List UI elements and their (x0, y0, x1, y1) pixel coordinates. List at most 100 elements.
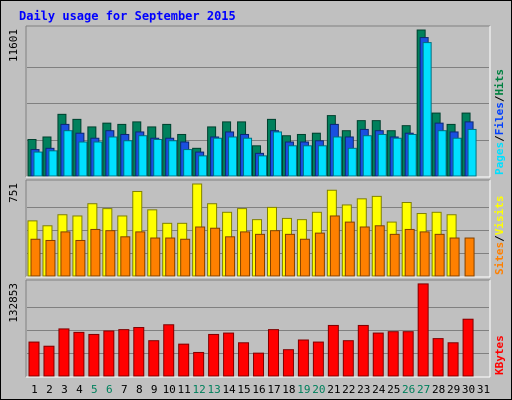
bar-kbytes-day-8 (133, 327, 145, 377)
legend-separator: / (493, 95, 506, 102)
chart-title: Daily usage for September 2015 (19, 9, 236, 23)
x-tick-label-day-10: 10 (163, 383, 176, 396)
legend-item-sites: Sites (493, 242, 506, 275)
bar-sites-day-4 (75, 239, 86, 277)
bar-pages-day-29 (452, 137, 462, 177)
x-tick-label-day-9: 9 (151, 383, 158, 396)
x-tick-label-day-7: 7 (121, 383, 128, 396)
bar-sites-day-20 (314, 232, 325, 277)
bar-pages-day-26 (407, 133, 417, 177)
bar-kbytes-day-6 (103, 330, 115, 377)
x-tick-label-day-5: 5 (91, 383, 98, 396)
bar-kbytes-day-1 (28, 341, 40, 377)
bar-pages-day-25 (392, 137, 402, 177)
bar-pages-day-7 (123, 140, 133, 177)
bar-kbytes-day-23 (357, 324, 369, 377)
legend-text: Sites/Visits (493, 196, 506, 276)
bar-pages-day-16 (258, 155, 268, 177)
panel-hits_files_pages: 11601 Pages/Files/Hits (7, 25, 506, 178)
bar-pages-day-11 (183, 149, 193, 177)
bar-kbytes-day-17 (267, 329, 279, 377)
bar-kbytes-day-18 (282, 349, 294, 377)
bar-kbytes-day-4 (73, 331, 85, 377)
bar-kbytes-day-20 (312, 341, 324, 377)
bar-kbytes-day-26 (402, 331, 414, 377)
bar-sites-day-14 (225, 236, 236, 277)
x-tick-label-day-16: 16 (252, 383, 265, 396)
bar-sites-day-15 (240, 231, 251, 277)
panel-visits_sites: 751 Sites/Visits (7, 179, 506, 278)
bar-sites-day-30 (464, 237, 475, 277)
bar-kbytes-day-10 (163, 324, 175, 377)
bar-kbytes-day-24 (372, 332, 384, 377)
x-tick-label-day-11: 11 (178, 383, 191, 396)
bar-pages-day-28 (437, 130, 447, 177)
y-max-label: 751 (7, 183, 20, 203)
bar-sites-day-3 (60, 231, 71, 277)
x-tick-label-day-17: 17 (267, 383, 280, 396)
bar-sites-day-18 (284, 233, 295, 277)
bar-pages-day-2 (48, 150, 58, 177)
chart-panels: 11601Pages/Files/Hits751Sites/Visits1328… (7, 25, 506, 378)
bar-sites-day-28 (434, 233, 445, 277)
bar-pages-day-19 (302, 145, 312, 177)
bar-kbytes-day-25 (387, 331, 399, 377)
x-tick-label-day-19: 19 (297, 383, 310, 396)
bar-kbytes-day-5 (88, 333, 100, 377)
bar-sites-day-24 (374, 225, 385, 277)
bar-kbytes-day-21 (327, 324, 339, 377)
legend-item-pages: Pages (493, 142, 506, 175)
bar-sites-day-26 (404, 228, 415, 277)
bar-pages-day-10 (168, 140, 178, 177)
x-tick-label-day-23: 23 (357, 383, 370, 396)
legend-kbytes: KBytes (493, 335, 506, 375)
bar-kbytes-day-15 (238, 342, 250, 377)
bar-kbytes-day-27 (417, 283, 429, 377)
bar-kbytes-day-16 (253, 352, 265, 377)
legend-visits_sites: Sites/Visits (493, 196, 506, 276)
bar-sites-day-25 (389, 233, 400, 277)
bar-sites-day-8 (135, 231, 146, 277)
bar-pages-day-13 (213, 137, 223, 177)
bar-pages-day-9 (153, 139, 163, 177)
x-tick-label-day-20: 20 (312, 383, 325, 396)
x-tick-label-day-25: 25 (387, 383, 400, 396)
bar-sites-day-27 (419, 231, 430, 277)
bar-kbytes-day-9 (148, 340, 160, 377)
bar-pages-day-15 (243, 137, 253, 177)
legend-item-kbytes: KBytes (493, 335, 506, 375)
bar-pages-day-30 (467, 128, 477, 177)
bar-sites-day-1 (30, 238, 41, 277)
bar-pages-day-8 (138, 135, 148, 177)
bar-sites-day-13 (210, 227, 221, 277)
bar-pages-day-21 (332, 136, 342, 177)
legend-separator: / (493, 135, 506, 142)
bar-pages-day-1 (33, 151, 43, 177)
x-tick-label-day-30: 30 (462, 383, 475, 396)
x-tick-label-day-26: 26 (402, 383, 415, 396)
x-tick-label-day-15: 15 (237, 383, 250, 396)
x-tick-label-day-1: 1 (31, 383, 38, 396)
x-tick-label-day-31: 31 (477, 383, 490, 396)
x-tick-label-day-3: 3 (61, 383, 68, 396)
x-tick-label-day-12: 12 (193, 383, 206, 396)
x-tick-label-day-21: 21 (327, 383, 340, 396)
bar-pages-day-18 (287, 145, 297, 177)
x-tick-label-day-8: 8 (136, 383, 143, 396)
x-tick-label-day-24: 24 (372, 383, 386, 396)
x-tick-label-day-29: 29 (447, 383, 460, 396)
y-max-label: 11601 (7, 29, 20, 62)
legend-hits_files_pages: Pages/Files/Hits (493, 69, 506, 175)
bar-sites-day-16 (255, 233, 266, 277)
bar-sites-day-6 (105, 230, 116, 277)
bar-sites-day-10 (165, 237, 176, 277)
bar-pages-day-14 (228, 136, 238, 177)
bar-kbytes-day-29 (447, 342, 459, 377)
legend-item-hits: Hits (493, 69, 506, 96)
bar-pages-day-27 (422, 42, 432, 177)
bar-kbytes-day-11 (178, 343, 190, 377)
bar-kbytes-day-30 (462, 318, 474, 377)
legend-item-visits: Visits (493, 196, 506, 236)
x-axis-labels: 1 2 3 4 5 6 7 8 9 10 11 12 13 14 15 16 17 18 19 20 21 22 23 24 2… (31, 383, 490, 396)
